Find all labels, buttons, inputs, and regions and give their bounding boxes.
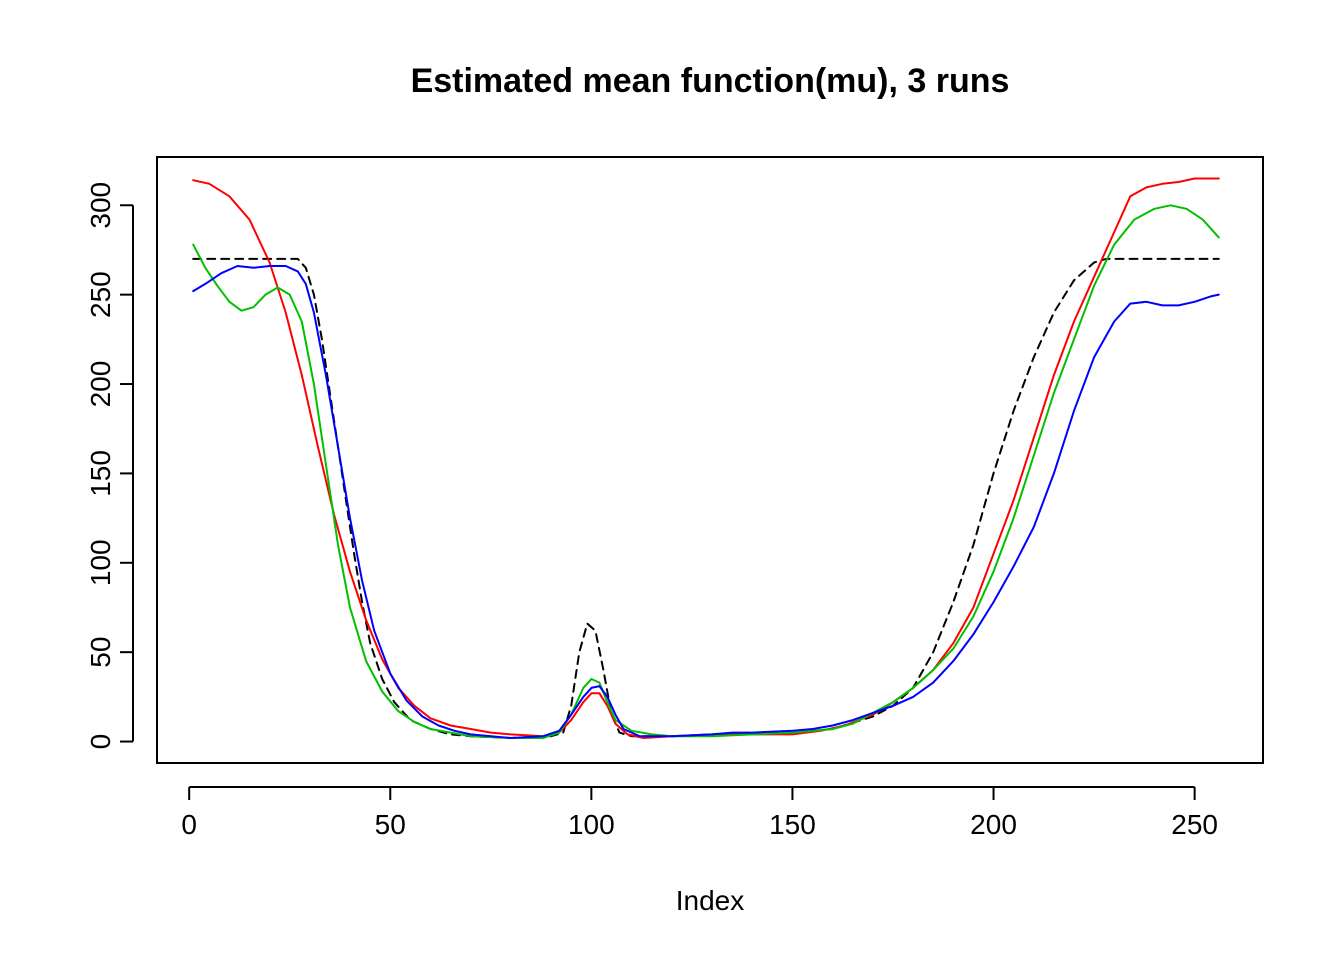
x-tick-label: 50 <box>375 809 406 840</box>
y-tick-label: 250 <box>85 271 116 318</box>
y-tick-label: 150 <box>85 450 116 497</box>
chart-title: Estimated mean function(mu), 3 runs <box>411 62 1010 100</box>
series-line-run-2 <box>192 204 1220 739</box>
x-tick-label: 200 <box>970 809 1017 840</box>
x-tick-label: 100 <box>568 809 615 840</box>
x-axis: 0 50 100 150 200 250 <box>181 786 1218 840</box>
x-axis-label: Index <box>676 885 745 916</box>
y-tick-label: 0 <box>85 734 116 750</box>
y-tick-label: 200 <box>85 361 116 408</box>
series-line-run-1 <box>192 177 1220 739</box>
x-tick-label: 150 <box>769 809 816 840</box>
series-line-run-3 <box>192 265 1220 739</box>
y-tick-label: 50 <box>85 637 116 668</box>
x-tick-label: 250 <box>1171 809 1218 840</box>
series-group <box>192 177 1220 739</box>
plot-frame <box>156 156 1264 764</box>
y-tick-label: 300 <box>85 182 116 229</box>
y-axis: 0 50 100 150 200 250 300 <box>85 182 134 750</box>
x-tick-label: 0 <box>181 809 197 840</box>
y-tick-label: 100 <box>85 539 116 586</box>
